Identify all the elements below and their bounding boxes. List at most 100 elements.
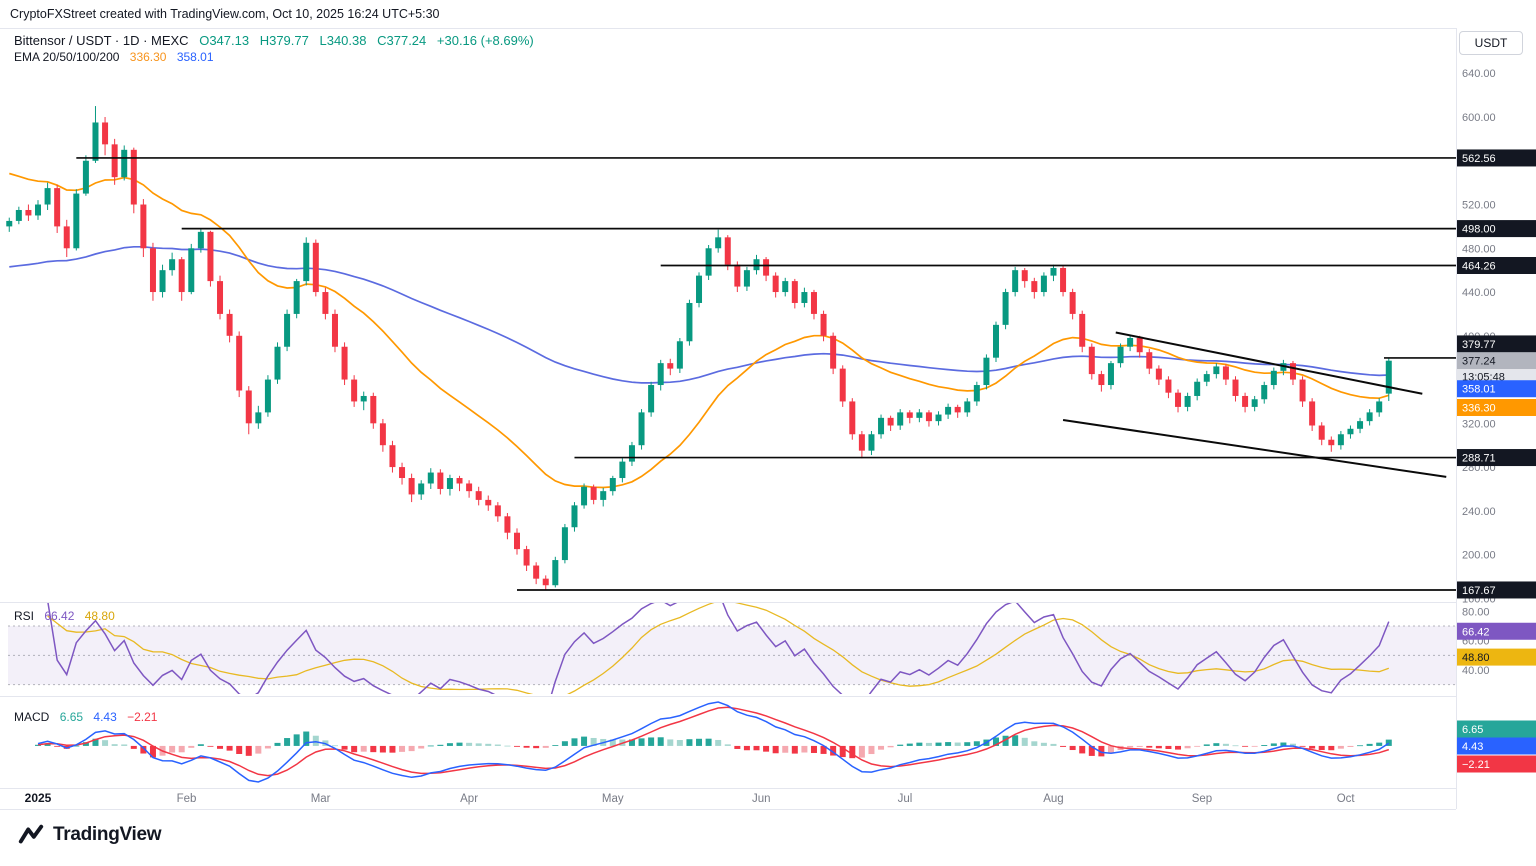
macd-bar [753,745,760,751]
macd-bar [1289,743,1296,746]
candle [1251,399,1258,407]
candle [1270,370,1277,386]
macd-bar [1079,745,1086,754]
macd-bar [648,737,655,746]
candle [341,346,348,380]
macd-line-value: 4.43 [93,710,117,724]
symbol-title[interactable]: Bittensor / USDT · 1D · MEXC [14,33,189,48]
svg-text:167.67: 167.67 [1462,585,1496,597]
candle [466,483,473,492]
candle [906,412,913,418]
macd-bar [1012,735,1019,746]
macd-bar [1040,742,1047,746]
candle [1318,425,1325,440]
candle [983,357,990,386]
macd-bar [169,745,176,753]
rsi-label[interactable]: RSI [14,609,35,623]
candle [35,204,41,216]
macd-bar [54,745,61,747]
macd-label[interactable]: MACD [14,710,50,724]
candle [207,231,214,282]
candle [1184,395,1191,407]
candle [1222,366,1229,380]
candle [1107,363,1114,386]
candle [360,395,367,402]
candle [1261,385,1268,400]
macd-bar [1146,745,1153,748]
candle [312,242,319,293]
macd-bar [964,742,971,746]
macd-bar [360,745,367,752]
candle [1117,346,1124,364]
macd-bar [475,743,482,746]
macd-bar [858,745,865,758]
macd-bar [878,745,885,750]
candle [236,335,243,391]
candle [743,270,750,287]
macd-bar [207,745,214,747]
candle [590,486,597,500]
ema-legend[interactable]: EMA 20/50/100/200 336.30 358.01 [14,50,221,64]
symbol-legend[interactable]: Bittensor / USDT · 1D · MEXC O347.13 H37… [14,33,541,48]
tradingview-logo[interactable]: TradingView [18,822,162,848]
macd-bar [102,740,109,746]
svg-text:Aug: Aug [1043,793,1063,805]
svg-text:66.42: 66.42 [1462,626,1490,638]
candle [561,527,568,561]
candle [54,188,61,227]
candle [772,275,779,293]
macd-bar [331,745,338,747]
ema-label[interactable]: EMA 20/50/100/200 [14,50,120,64]
macd-bar [533,745,540,749]
macd-bar [1318,745,1325,751]
candle [1242,395,1249,407]
ohlc-open: O347.13 [199,33,250,48]
axis-badge [1457,755,1536,773]
candle [868,434,875,451]
level-lines[interactable] [76,157,1456,591]
candle [44,188,51,205]
trendline [1062,419,1447,478]
macd-bar [284,738,291,746]
candle [523,549,530,566]
price-axis[interactable]: 640.00600.00560.00520.00480.00440.00400.… [1456,28,1536,810]
macd-bar [571,738,578,746]
candle [446,478,453,489]
rsi-legend[interactable]: RSI 66.42 48.80 [14,609,122,623]
macd-bar [466,742,473,746]
candle [657,363,664,386]
macd-legend[interactable]: MACD 6.65 4.43 −2.21 [14,710,164,724]
ohlc-low: L340.38 [319,33,367,48]
candle [1289,363,1296,380]
svg-text:562.56: 562.56 [1462,153,1496,165]
macd-bar [1337,745,1344,749]
candle [418,483,425,495]
candle [648,385,655,413]
macd-bar [1242,745,1249,747]
axis-badges: 562.56498.00464.26379.77377.2413:05:4835… [1457,149,1536,773]
attribution-bar: CryptoFXStreet created with TradingView.… [10,7,440,21]
svg-text:358.01: 358.01 [1462,384,1496,396]
macd-bar [1021,737,1028,746]
macd-bar [217,745,224,749]
candle [782,281,789,293]
macd-bar [1184,745,1191,749]
macd-bar [609,739,616,746]
time-axis[interactable]: 2025 Feb Mar Apr May Jun Jul Aug Sep Oct [25,791,1356,805]
candles-layer [6,106,1392,590]
candle [188,248,195,293]
axis-badge [1457,720,1536,738]
candle [25,209,32,216]
macd-bar [427,745,434,747]
candle [571,505,578,528]
macd-bar [561,741,568,746]
svg-text:Apr: Apr [460,793,478,805]
macd-lines [37,701,1390,783]
usdt-axis-button[interactable]: USDT [1459,31,1523,55]
candle [763,259,770,276]
macd-bar [1088,745,1095,756]
macd-hist-value: 6.65 [59,710,84,724]
macd-bar [341,745,348,750]
candle [724,237,731,265]
